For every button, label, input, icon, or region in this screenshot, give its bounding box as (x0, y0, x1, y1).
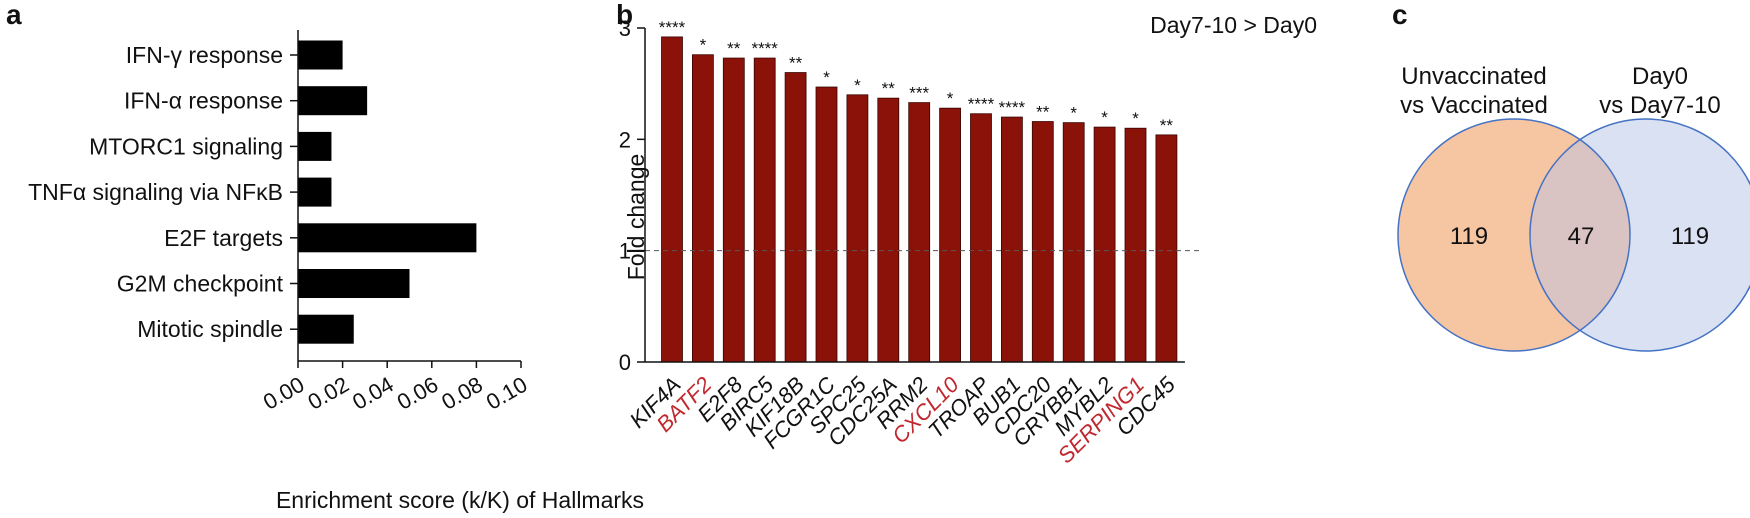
b-bar (846, 94, 869, 363)
venn-right-outline (1529, 118, 1750, 352)
b-bar (784, 72, 807, 363)
a-bar (298, 223, 477, 253)
b-significance-label: **** (999, 98, 1026, 117)
panel-a-letter: a (6, 0, 22, 30)
b-bar (877, 97, 900, 363)
a-category-label: Mitotic spindle (137, 316, 283, 342)
a-category-label: IFN-γ response (126, 42, 283, 68)
b-bar (1155, 134, 1178, 363)
b-significance-label: ** (1036, 103, 1050, 122)
b-y-tick-label: 1 (619, 239, 631, 264)
b-y-tick-label: 2 (619, 127, 631, 152)
b-significance-label: * (823, 68, 830, 87)
hallmark-enrichment-chart: IFN-γ response IFN-α response MTORC1 signa… (28, 30, 644, 513)
a-category-label: IFN-α response (124, 88, 283, 114)
venn-left-title-line2: vs Vaccinated (1400, 92, 1548, 119)
b-significance-label: * (1070, 104, 1077, 123)
a-x-axis-label: Enrichment score (k/K) of Hallmarks (276, 487, 644, 513)
venn-diagram: Unvaccinated vs Vaccinated Day0 vs Day7-… (1397, 63, 1750, 352)
b-significance-label: **** (751, 39, 778, 58)
venn-right-only-count: 119 (1671, 223, 1709, 250)
b-bar (661, 36, 683, 363)
b-bar (815, 86, 838, 363)
panel-c-letter: c (1392, 0, 1408, 30)
b-significance-label: * (700, 36, 707, 55)
b-chart-title: Day7-10 > Day0 (1150, 12, 1317, 38)
a-category-label: G2M checkpoint (117, 271, 284, 297)
b-bar (1031, 121, 1054, 363)
b-significance-label: ** (727, 39, 741, 58)
b-bar (1093, 126, 1116, 363)
b-bar (753, 57, 776, 363)
venn-right-title-line2: vs Day7-10 (1599, 92, 1720, 119)
a-x-tick-label: 0.00 (259, 372, 309, 415)
b-significance-label: ** (1160, 116, 1174, 135)
a-x-tick-label: 0.08 (437, 372, 487, 415)
b-bar (939, 107, 961, 363)
fold-change-chart: Day7-10 > Day0 Fold change ****KIF4A*BAT… (619, 12, 1317, 468)
b-significance-label: * (947, 89, 954, 108)
a-x-tick-label: 0.02 (304, 372, 354, 415)
b-bar (1124, 127, 1147, 363)
b-bar (692, 54, 714, 363)
b-significance-label: **** (659, 18, 686, 37)
a-bar (298, 131, 332, 161)
a-category-label: MTORC1 signaling (89, 133, 283, 159)
venn-overlap-region (1530, 139, 1630, 331)
a-bar (298, 177, 332, 207)
venn-overlap-count: 47 (1568, 223, 1595, 250)
a-x-tick-label: 0.06 (393, 372, 443, 415)
b-significance-label: ** (789, 54, 803, 73)
b-bar (1062, 122, 1085, 363)
a-bar (298, 86, 368, 116)
a-bar (298, 40, 343, 70)
panel-b-letter: b (616, 0, 633, 30)
b-significance-label: *** (909, 84, 929, 103)
a-category-label: TNFα signaling via NFκB (28, 179, 283, 205)
a-category-label: E2F targets (164, 225, 283, 251)
b-significance-label: * (1132, 109, 1139, 128)
b-bar (722, 57, 745, 363)
a-bar (298, 314, 354, 344)
b-bar (908, 102, 931, 363)
venn-left-title-line1: Unvaccinated (1401, 63, 1546, 90)
a-bar (298, 269, 410, 298)
b-significance-label: * (854, 76, 861, 95)
venn-right-title-line1: Day0 (1632, 63, 1688, 90)
a-x-tick-label: 0.04 (348, 372, 398, 415)
a-x-tick-label: 0.10 (482, 372, 532, 415)
b-significance-label: ** (882, 79, 896, 98)
venn-left-outline (1397, 118, 1631, 352)
venn-left-only-count: 119 (1450, 223, 1488, 250)
b-bar (1001, 116, 1023, 363)
b-bar (970, 113, 992, 363)
b-significance-label: **** (968, 95, 995, 114)
b-significance-label: * (1101, 108, 1108, 127)
b-y-tick-label: 0 (619, 350, 631, 375)
b-y-tick-label: 3 (619, 16, 631, 41)
